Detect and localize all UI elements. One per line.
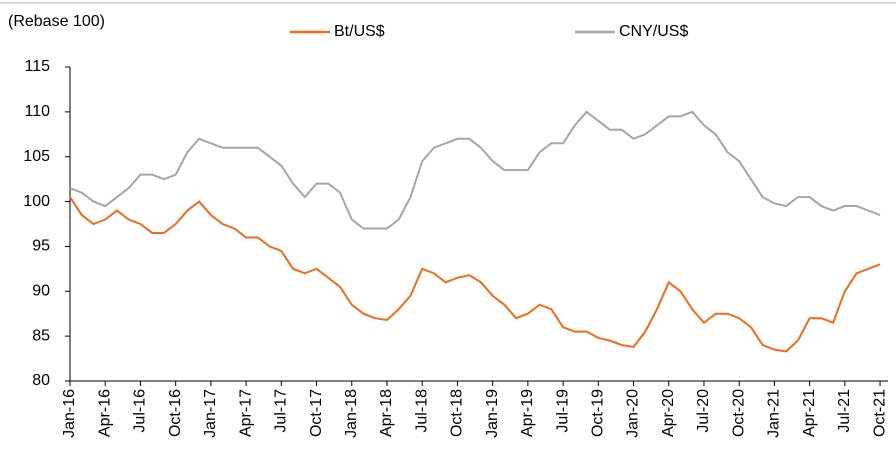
x-tick-label: Jul-21 bbox=[836, 389, 853, 433]
line-series bbox=[69, 196, 881, 353]
x-tick-label: Jan-16 bbox=[61, 389, 78, 438]
x-tick-label: Apr-17 bbox=[237, 389, 254, 437]
y-tick-label: 90 bbox=[32, 283, 50, 300]
y-tick-label: 80 bbox=[32, 372, 50, 389]
x-tick-label: Oct-16 bbox=[167, 389, 184, 437]
x-tick-label: Oct-18 bbox=[449, 389, 466, 437]
y-tick-label: 95 bbox=[32, 238, 50, 255]
x-tick-label: Oct-20 bbox=[730, 389, 747, 437]
legend-label: Bt/US$ bbox=[334, 23, 385, 40]
x-tick-label: Apr-18 bbox=[378, 389, 395, 437]
y-tick-label: 105 bbox=[23, 148, 50, 165]
x-tick-label: Jan-21 bbox=[766, 389, 783, 438]
x-tick-label: Jan-17 bbox=[202, 389, 219, 438]
y-tick-label: 100 bbox=[23, 193, 50, 210]
line-series bbox=[69, 110, 881, 230]
x-tick-label: Oct-17 bbox=[308, 389, 325, 437]
x-tick-label: Oct-21 bbox=[871, 389, 888, 437]
y-tick-label: 115 bbox=[24, 58, 50, 75]
x-tick-label: Jul-20 bbox=[695, 389, 712, 433]
x-tick-label: Apr-16 bbox=[96, 389, 113, 437]
y-tick-label: 85 bbox=[32, 327, 50, 344]
y-tick-label: 110 bbox=[24, 103, 50, 120]
x-tick-label: Jul-18 bbox=[413, 389, 430, 433]
x-tick-label: Apr-19 bbox=[519, 389, 536, 437]
x-tick-label: Jan-19 bbox=[484, 389, 501, 438]
x-tick-label: Apr-21 bbox=[801, 389, 818, 437]
x-tick-label: Jul-19 bbox=[554, 389, 571, 433]
legend-label: CNY/US$ bbox=[619, 23, 688, 40]
x-tick-label: Jul-17 bbox=[273, 389, 290, 433]
x-tick-label: Jul-16 bbox=[132, 389, 149, 433]
x-tick-label: Jan-20 bbox=[625, 389, 642, 438]
x-tick-label: Oct-19 bbox=[590, 389, 607, 437]
x-tick-label: Jan-18 bbox=[343, 389, 360, 438]
y-axis-label: (Rebase 100) bbox=[8, 13, 105, 30]
x-tick-label: Apr-20 bbox=[660, 389, 677, 437]
